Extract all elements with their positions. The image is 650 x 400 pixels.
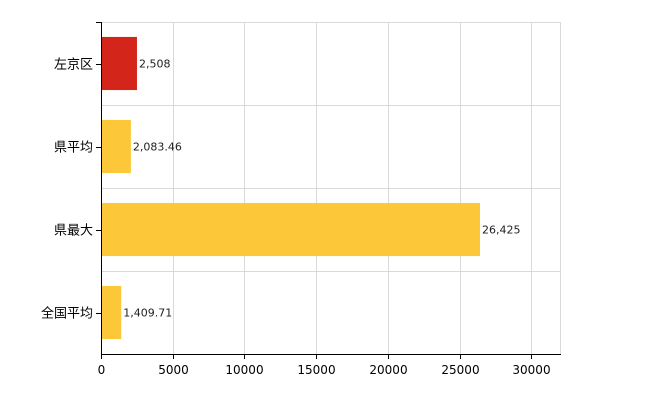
category-label-0: 左京区: [54, 58, 93, 73]
data-label-2: 26,425: [482, 224, 520, 237]
x-tick-label-5: 25000: [441, 363, 479, 377]
bar-0: [101, 36, 137, 91]
bar-2: [101, 202, 481, 257]
x-tick-label-0: 0: [98, 363, 106, 377]
data-label-0: 2,508: [139, 58, 171, 71]
x-tick-label-6: 30000: [512, 363, 550, 377]
x-tick-label-2: 10000: [225, 363, 263, 377]
bars-layer: [101, 36, 481, 340]
bar-3: [101, 285, 122, 340]
grid-layer: [101, 22, 561, 354]
data-label-1: 2,083.46: [133, 141, 182, 154]
category-label-1: 県平均: [54, 141, 93, 156]
axes-layer: [96, 22, 561, 359]
x-tick-label-4: 20000: [369, 363, 407, 377]
bar-1: [101, 119, 131, 174]
category-label-3: 全国平均: [41, 306, 93, 322]
category-label-2: 県最大: [54, 224, 93, 239]
x-tick-label-3: 15000: [297, 363, 335, 377]
x-tick-label-1: 5000: [158, 363, 189, 377]
data-label-3: 1,409.71: [123, 307, 172, 320]
labels-layer: 2,508 左京区 2,083.46 県平均 26,425 県最大 1,409.71 全国平均…: [41, 58, 551, 378]
